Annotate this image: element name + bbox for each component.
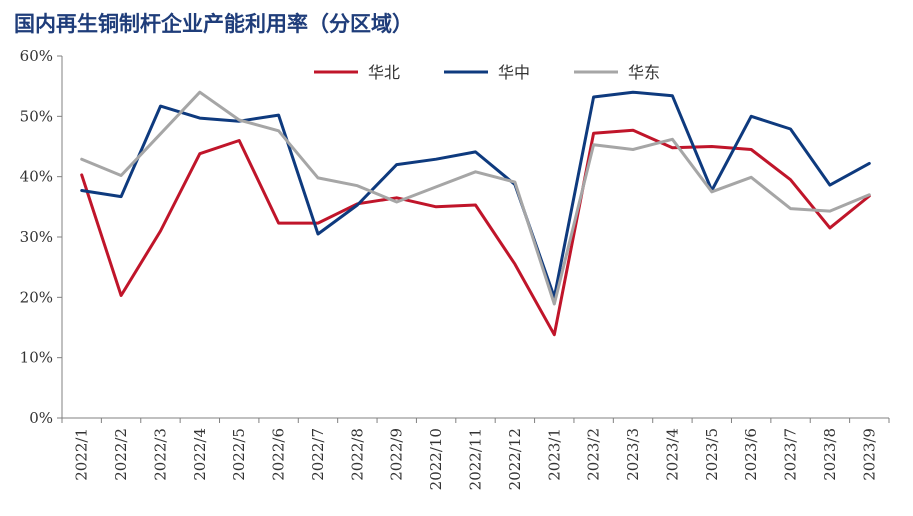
x-tick-label: 2023/1: [545, 428, 563, 481]
x-tick-label: 2023/4: [663, 428, 681, 481]
x-tick-label: 2022/10: [427, 428, 445, 490]
x-tick-label: 2023/9: [860, 428, 878, 481]
legend: 华北 华中 华东: [314, 63, 660, 82]
x-tick-label: 2023/8: [821, 428, 839, 481]
y-tick-label: 60%: [20, 47, 53, 65]
series-points: [81, 92, 870, 298]
y-tick-label: 0%: [29, 409, 53, 427]
series-points: [81, 92, 870, 305]
series-line: [80, 90, 871, 299]
x-tick-label: 2022/12: [506, 428, 524, 490]
x-tick-label: 2022/7: [309, 428, 327, 481]
x-tick-label: 2022/6: [270, 428, 288, 481]
y-tick-label: 20%: [20, 288, 53, 306]
x-tick-label: 2023/3: [624, 428, 642, 481]
series-points: [81, 130, 870, 335]
y-tick-label: 10%: [20, 349, 53, 367]
y-tick-label: 30%: [20, 228, 53, 246]
legend-label: 华北: [368, 63, 400, 82]
x-tick-label: 2023/2: [585, 428, 603, 481]
chart-title: 国内再生铜制杆企业产能利用率（分区域）: [14, 12, 413, 36]
x-tick-label: 2022/9: [388, 428, 406, 481]
legend-label: 华东: [628, 63, 660, 82]
series-line: [80, 90, 871, 306]
x-tick-label: 2022/5: [230, 428, 248, 481]
series-line: [80, 128, 871, 337]
legend-label: 华中: [498, 63, 530, 82]
y-tick-label: 40%: [20, 168, 53, 186]
series-lines: [80, 90, 871, 337]
y-tick-label: 50%: [20, 107, 53, 125]
axes: 0% 10% 20% 30% 40% 50% 60% 2022/1 2022/2 2022/3 20…: [20, 47, 890, 490]
x-tick-label: 2023/5: [703, 428, 721, 481]
x-tick-label: 2022/2: [112, 428, 130, 481]
x-tick-label: 2022/1: [73, 428, 91, 481]
x-tick-label: 2023/6: [742, 428, 760, 481]
x-tick-label: 2022/8: [348, 428, 366, 481]
x-tick-label: 2022/4: [191, 428, 209, 481]
x-tick-label: 2022/3: [151, 428, 169, 481]
x-tick-label: 2023/7: [782, 428, 800, 481]
x-tick-label: 2022/11: [467, 428, 485, 490]
